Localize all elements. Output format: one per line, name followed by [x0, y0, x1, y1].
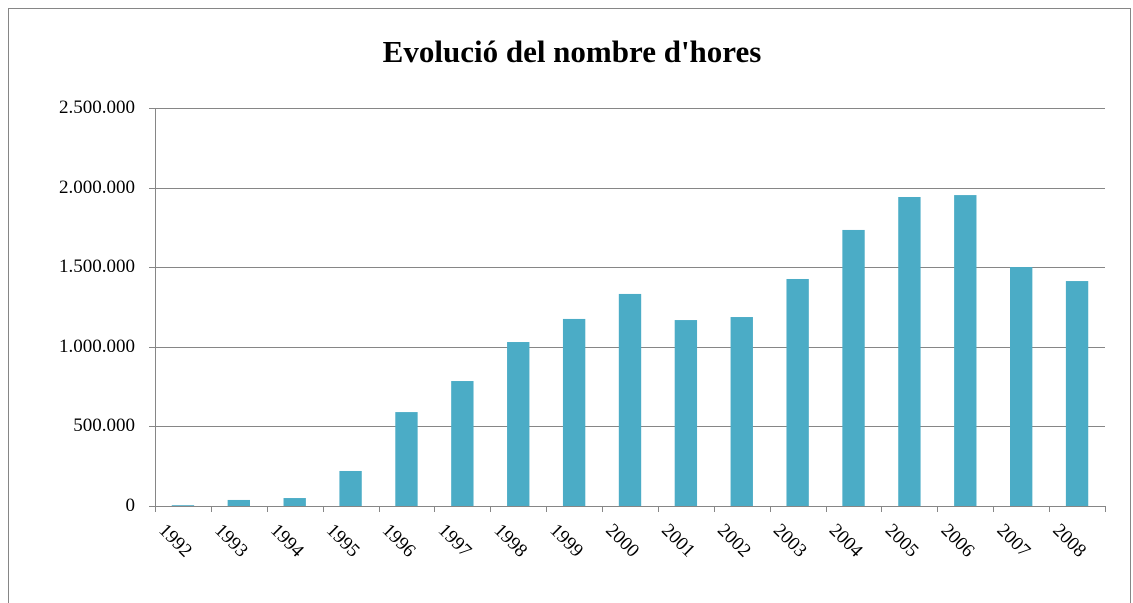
- x-tick-label: 1996: [378, 520, 420, 562]
- y-tick-label: 500.000: [73, 415, 135, 436]
- chart-title: Evolució del nombre d'hores: [383, 34, 762, 69]
- bar: [1065, 281, 1089, 506]
- bar: [339, 470, 362, 506]
- x-tick-label: 1992: [154, 520, 196, 562]
- x-tick-label: 1994: [266, 520, 308, 562]
- x-tick-label: 1997: [434, 520, 476, 562]
- x-tick-label: 2003: [769, 520, 811, 562]
- x-tick-label: 2000: [601, 520, 643, 562]
- bar: [395, 412, 418, 506]
- bar: [898, 196, 921, 506]
- x-tick-label: 2007: [993, 520, 1035, 562]
- bar: [954, 195, 977, 506]
- x-tick-label: 2006: [937, 520, 979, 562]
- x-tick-label: 2002: [713, 520, 755, 562]
- y-tick-label: 1.500.000: [59, 256, 135, 277]
- x-tick-label: 1993: [210, 520, 252, 562]
- x-tick-label: 1995: [322, 520, 364, 562]
- x-tick-label: 2004: [825, 520, 867, 562]
- bar: [786, 278, 809, 506]
- chart-border: [8, 8, 1131, 603]
- bar: [171, 505, 195, 506]
- bar: [1010, 267, 1033, 506]
- bar: [507, 342, 530, 506]
- bar: [227, 499, 250, 506]
- x-tick-label: 2001: [657, 520, 699, 562]
- bar: [283, 498, 306, 506]
- bar: [674, 320, 698, 506]
- bar: [730, 317, 753, 506]
- bar: [842, 229, 865, 506]
- x-tick-label: 2008: [1048, 520, 1090, 562]
- y-tick-label: 2.500.000: [59, 97, 135, 118]
- bar: [562, 318, 586, 506]
- x-tick-label: 1998: [490, 520, 532, 562]
- y-tick-label: 0: [126, 495, 136, 516]
- x-tick-label: 1999: [545, 520, 587, 562]
- y-tick-label: 2.000.000: [59, 177, 135, 198]
- bar: [451, 381, 474, 506]
- y-tick-label: 1.000.000: [59, 336, 135, 357]
- bar: [618, 293, 642, 506]
- x-tick-label: 2005: [881, 520, 923, 562]
